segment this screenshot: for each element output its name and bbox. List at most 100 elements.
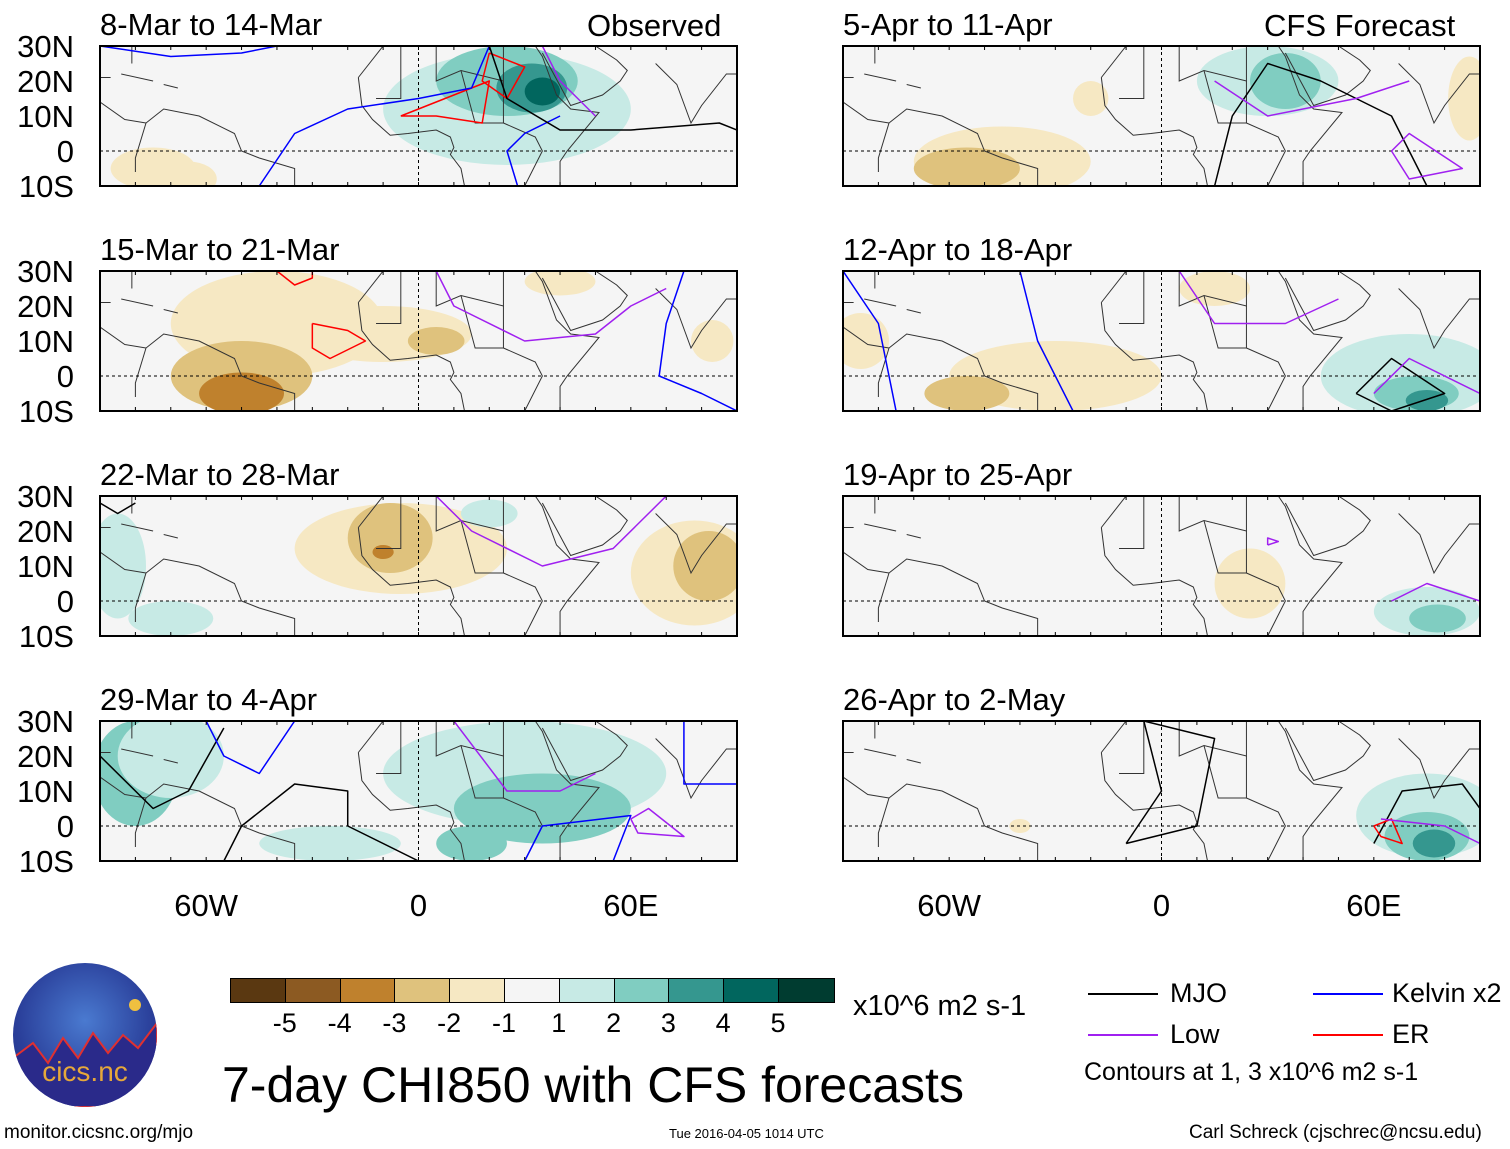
coastline: [1277, 496, 1343, 636]
legend-er: ER: [1392, 1019, 1430, 1049]
legend-kelvin-line: [1313, 993, 1383, 995]
colorbar-tick-label: 4: [715, 1008, 731, 1038]
coastline: [1398, 513, 1480, 575]
coastline: [534, 721, 600, 861]
forecast-label: CFS Forecast: [1264, 8, 1456, 43]
coastline: [655, 738, 737, 800]
coastline: [655, 63, 737, 125]
lat-tick-label: 10N: [17, 774, 74, 809]
coastline: [1119, 721, 1145, 774]
anomaly-region: [407, 327, 465, 355]
coastline: [1284, 496, 1371, 557]
kelvin-contour: [658, 271, 737, 411]
coastline: [1119, 271, 1145, 324]
low-contour: [453, 721, 596, 792]
colorbar-swatch: [778, 978, 835, 1003]
coastline: [460, 70, 504, 124]
coastline: [357, 302, 465, 411]
legend-kelvin: Kelvin x2: [1392, 978, 1502, 1008]
map-panel: [842, 495, 1481, 637]
low-contour: [1380, 818, 1480, 845]
coastline: [864, 73, 897, 82]
panel-title: 5-Apr to 11-Apr: [843, 7, 1053, 42]
coastline: [1100, 496, 1127, 528]
coastline: [1100, 77, 1208, 186]
lat-tick-label: 10N: [17, 324, 74, 359]
colorbar-swatch: [723, 978, 779, 1003]
anomaly-region: [673, 531, 737, 601]
low-contour: [541, 46, 596, 117]
coastline: [906, 84, 921, 89]
lat-tick-label: 10N: [17, 549, 74, 584]
lat-tick-label: 0: [56, 809, 74, 844]
coastline: [121, 748, 154, 757]
anomaly-region: [913, 147, 1020, 186]
url-text[interactable]: monitor.cicsnc.org/mjo: [4, 1122, 194, 1143]
coastline: [503, 122, 543, 186]
colorbar-swatch: [613, 978, 670, 1003]
kelvin-contour: [100, 46, 278, 58]
legend-mjo-line: [1088, 993, 1158, 995]
coastline: [1100, 721, 1127, 753]
logo-text: cics.nc: [42, 1056, 128, 1087]
anomaly-region: [1409, 604, 1466, 633]
panel-title: 29-Mar to 4-Apr: [100, 682, 318, 717]
anomaly-region: [524, 77, 561, 106]
coastline: [877, 783, 1039, 861]
coastline: [1284, 271, 1371, 332]
mjo-contour: [223, 783, 419, 861]
coastline: [1100, 271, 1127, 303]
anomaly-region: [524, 271, 596, 296]
map-panel: [99, 270, 738, 412]
anomaly-region: [1448, 56, 1480, 141]
coastline: [503, 572, 543, 636]
lat-tick-label: 30N: [17, 29, 74, 64]
coastline: [541, 496, 628, 557]
colorbar-tick-label: -1: [491, 1008, 517, 1038]
coastline: [541, 46, 628, 107]
colorbar-tick-label: 2: [606, 1008, 622, 1038]
lon-tick-label: 0: [409, 888, 428, 923]
coastline: [1100, 302, 1208, 411]
coastline: [460, 295, 504, 349]
lat-tick-label: 0: [56, 134, 74, 169]
colorbar-swatch: [504, 978, 560, 1003]
coastline: [100, 551, 147, 574]
coastline: [460, 745, 504, 799]
anomaly-region: [347, 503, 433, 573]
coastline: [864, 298, 897, 307]
coastline: [357, 721, 384, 753]
anomaly-region: [843, 313, 889, 369]
coastline: [357, 46, 384, 78]
coastline: [1277, 721, 1343, 861]
colorbar-tick-label: 5: [770, 1008, 786, 1038]
panel-title: 12-Apr to 18-Apr: [843, 232, 1073, 267]
coastline: [1398, 738, 1480, 800]
kelvin-contour: [523, 814, 632, 861]
coastline: [376, 271, 402, 324]
lat-tick-label: 10S: [18, 619, 74, 654]
panel-title: 26-Apr to 2-May: [843, 682, 1066, 717]
lat-tick-label: 10N: [17, 99, 74, 134]
coastline: [121, 73, 154, 82]
anomaly-region: [199, 372, 285, 411]
mjo-contour: [100, 502, 136, 515]
map-panel: [99, 45, 738, 187]
coastline: [1284, 46, 1371, 107]
lat-tick-label: 0: [56, 359, 74, 394]
lon-tick-label: 0: [1152, 888, 1171, 923]
kelvin-contour: [258, 46, 490, 186]
anomaly-region: [1179, 271, 1250, 306]
coastline: [100, 101, 147, 124]
lat-tick-label: 20N: [17, 64, 74, 99]
colorbar-tick-label: -5: [272, 1008, 297, 1038]
lat-tick-label: 30N: [17, 479, 74, 514]
lat-tick-label: 10S: [18, 169, 74, 204]
panel-title: 8-Mar to 14-Mar: [100, 7, 323, 42]
coastline: [655, 513, 737, 575]
coastline: [357, 752, 465, 861]
colorbar-tick-label: 3: [660, 1008, 676, 1038]
coastline: [1203, 295, 1247, 349]
lat-tick-label: 0: [56, 584, 74, 619]
